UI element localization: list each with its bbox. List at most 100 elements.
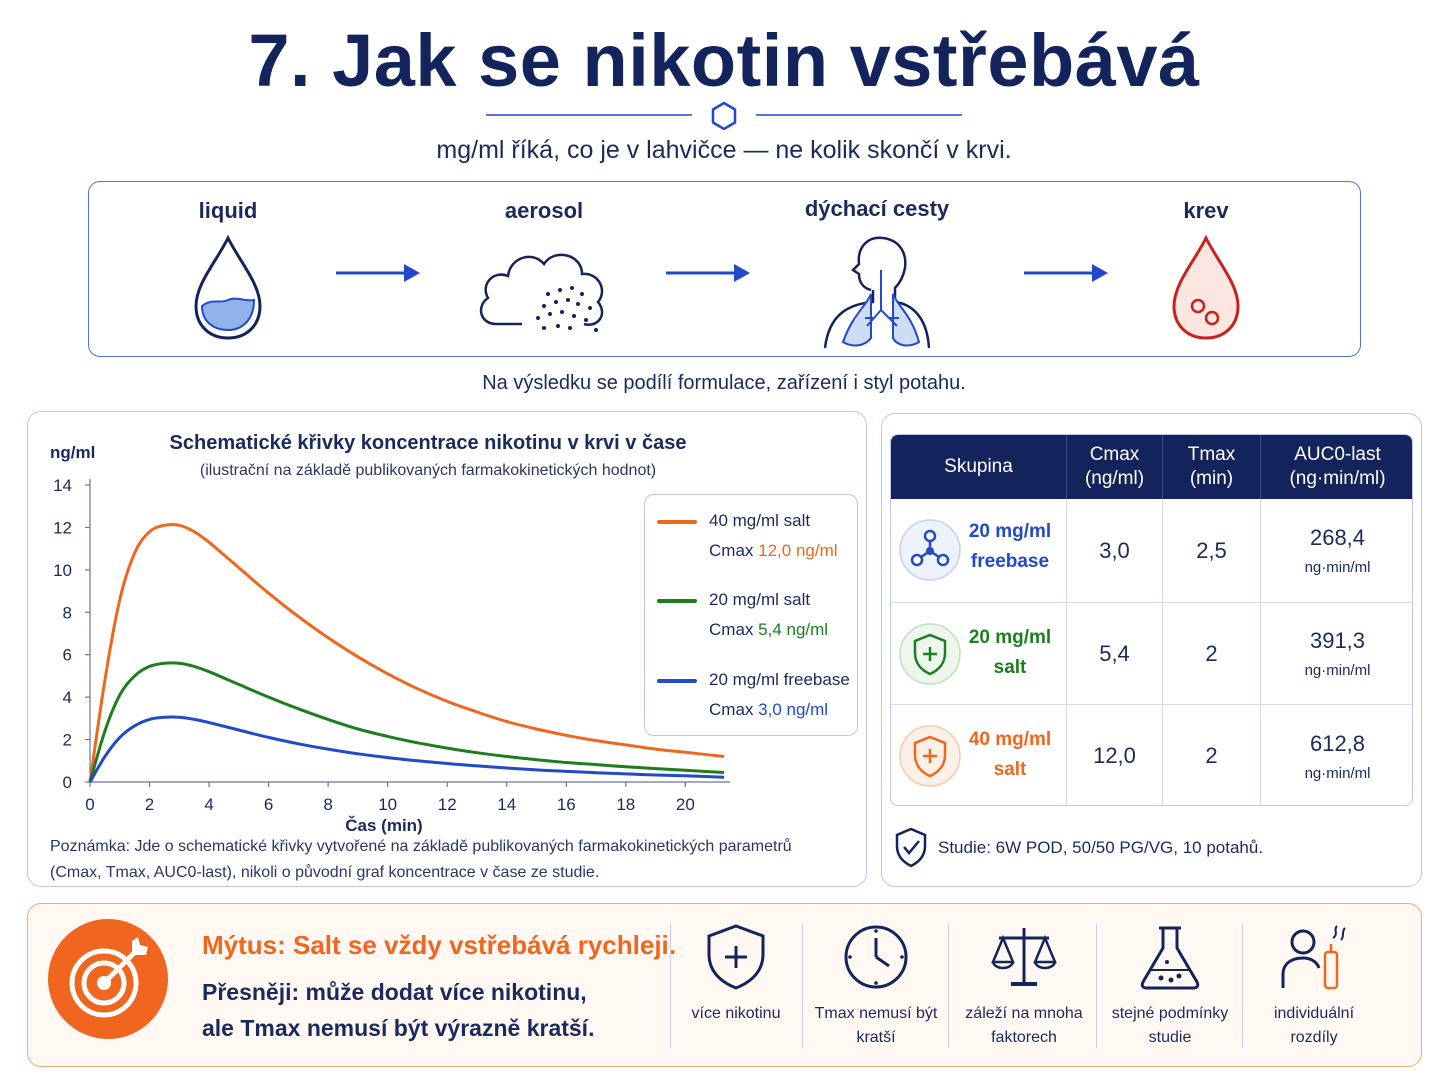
legend-cmax: Cmax 12,0 ng/ml [709, 541, 838, 560]
legend-swatch [657, 679, 697, 683]
flow-step-airways: dýchací cesty [792, 196, 962, 352]
divider [1242, 924, 1243, 1048]
y-tick-label: 2 [63, 731, 72, 750]
person-vape-icon [1281, 925, 1346, 990]
legend-swatch [657, 599, 697, 603]
x-tick-label: 10 [378, 795, 397, 814]
table-cell-cmax: 5,4 [1067, 603, 1163, 705]
x-tick-label: 20 [676, 795, 695, 814]
table-cell-auc: 612,8 ng·min/ml [1304, 730, 1371, 782]
table-header-row: Skupina Cmax (ng/ml) Tmax (min) AUC0-las… [891, 435, 1412, 499]
divider [670, 924, 671, 1048]
table-header-tmax: Tmax (min) [1163, 435, 1261, 499]
absorption-flow-panel [88, 181, 1361, 357]
chart-note: Poznámka: Jde o schematické křivky vytvo… [50, 838, 792, 881]
table-row: 40 mg/ml salt [891, 705, 1067, 805]
flow-step-label: liquid [198, 198, 258, 223]
y-tick-label: 10 [53, 561, 72, 580]
hexagon-icon [711, 101, 737, 130]
fact-label: záleží na mnoha faktorech [965, 1005, 1083, 1046]
x-tick-label: 8 [323, 795, 332, 814]
page-title: 7. Jak se nikotin vstřebává [248, 19, 1200, 102]
y-tick-label: 0 [63, 773, 72, 792]
fact-tmax: Tmax nemusí být kratší [806, 904, 946, 1068]
flask-icon [1140, 926, 1200, 990]
lungs-icon [823, 236, 931, 349]
pk-table: Skupina Cmax (ng/ml) Tmax (min) AUC0-las… [890, 434, 1413, 806]
flow-step-label: dýchací cesty [804, 196, 950, 221]
pk-table-panel: Skupina Cmax (ng/ml) Tmax (min) AUC0-las… [881, 413, 1422, 887]
myth-correction: Přesněji: může dodat více nikotinu, ale T… [202, 979, 595, 1041]
aerosol-cloud-icon [479, 253, 604, 332]
chart-panel: 0 2 4 6 8 10 12 14 0 2 4 6 8 10 12 14 16 18 20 Čas (min) ng… [27, 411, 867, 887]
x-tick-label: 18 [616, 795, 635, 814]
fact-same-conditions: stejné podmínky studie [1100, 904, 1240, 1068]
y-tick-label: 8 [63, 603, 72, 622]
y-tick-label: 6 [63, 646, 72, 665]
divider [1096, 924, 1097, 1048]
chart-y-axis-label: ng/ml [50, 443, 96, 462]
shield-plus-icon [707, 924, 765, 990]
flow-step-label: krev [1183, 198, 1229, 223]
x-tick-label: 0 [85, 795, 94, 814]
table-cell-tmax: 2 [1163, 705, 1261, 805]
study-note: Studie: 6W POD, 50/50 PG/VG, 10 potahů. [938, 838, 1264, 857]
fact-label: více nikotinu [691, 1005, 781, 1022]
chart-x-axis-label: Čas (min) [345, 816, 422, 835]
table-header-cmax: Cmax (ng/ml) [1067, 435, 1163, 499]
shield-plus-icon [899, 725, 961, 787]
y-tick-label: 14 [53, 476, 72, 495]
molecule-icon [899, 519, 961, 581]
table-cell-tmax: 2 [1163, 603, 1261, 705]
clock-icon [844, 925, 908, 989]
flow-step-liquid: liquid [168, 198, 288, 344]
table-cell-auc: 391,3 ng·min/ml [1261, 603, 1412, 705]
group-label: 20 mg/ml salt [968, 627, 1052, 678]
legend-cmax: Cmax 3,0 ng/ml [709, 700, 829, 719]
series-line [88, 715, 725, 783]
y-tick-label: 12 [53, 518, 72, 537]
page-subtitle: mg/ml říká, co je v lahvičce — ne kolik … [436, 136, 1012, 164]
flow-caption: Na výsledku se podílí formulace, zařízen… [482, 372, 966, 394]
flow-step-aerosol: aerosol [474, 198, 614, 340]
myth-panel: Mýtus: Salt se vždy vstřebává rychleji. … [27, 903, 1422, 1067]
x-tick-label: 12 [438, 795, 457, 814]
table-cell-cmax: 3,0 [1067, 499, 1163, 603]
title-divider [486, 101, 962, 130]
myth-badge [48, 919, 168, 1039]
table-cell-cmax: 12,0 [1067, 705, 1163, 805]
legend-series-name: 40 mg/ml salt [709, 511, 811, 530]
x-tick-label: 2 [145, 795, 154, 814]
flow-arrow-icon [336, 264, 420, 282]
table-row: 20 mg/ml freebase [891, 499, 1067, 603]
chart-title: Schematické křivky koncentrace nikotinu … [169, 432, 687, 454]
table-header-auc: AUC0-last (ng·min/ml) [1289, 444, 1386, 489]
divider [802, 924, 803, 1048]
legend-swatch [657, 520, 697, 524]
series-line [88, 522, 725, 783]
x-tick-label: 16 [557, 795, 576, 814]
chart-subtitle: (ilustrační na základě publikovaných far… [199, 462, 657, 479]
shield-check-icon [895, 827, 927, 868]
target-arrow-icon [69, 937, 148, 1018]
fact-individual-differences: individuální rozdíly [1244, 904, 1384, 1068]
concentration-chart: 0 2 4 6 8 10 12 14 0 2 4 6 8 10 12 14 16 18 20 Čas (min) [53, 476, 730, 835]
flow-arrow-icon [666, 264, 750, 282]
shield-plus-icon [899, 623, 961, 685]
table-header-group: Skupina [891, 435, 1067, 499]
myth-label: Mýtus: Salt se vždy vstřebává rychleji. [202, 930, 676, 960]
table-cell-tmax: 2,5 [1163, 499, 1261, 603]
series-line [88, 661, 725, 783]
x-tick-label: 4 [204, 795, 213, 814]
scales-icon [991, 928, 1057, 986]
fact-more-nicotine: více nikotinu [666, 904, 806, 1068]
flow-step-label: aerosol [504, 198, 584, 223]
blood-drop-icon [1172, 234, 1240, 340]
group-label: 40 mg/ml salt [968, 729, 1052, 780]
flow-arrow-icon [1024, 264, 1108, 282]
fact-label: individuální rozdíly [1273, 1005, 1355, 1046]
table-cell-auc: 268,4 ng·min/ml [1261, 499, 1412, 603]
group-label: 20 mg/ml freebase [968, 521, 1052, 572]
x-tick-label: 14 [497, 795, 516, 814]
liquid-drop-icon [194, 234, 262, 340]
